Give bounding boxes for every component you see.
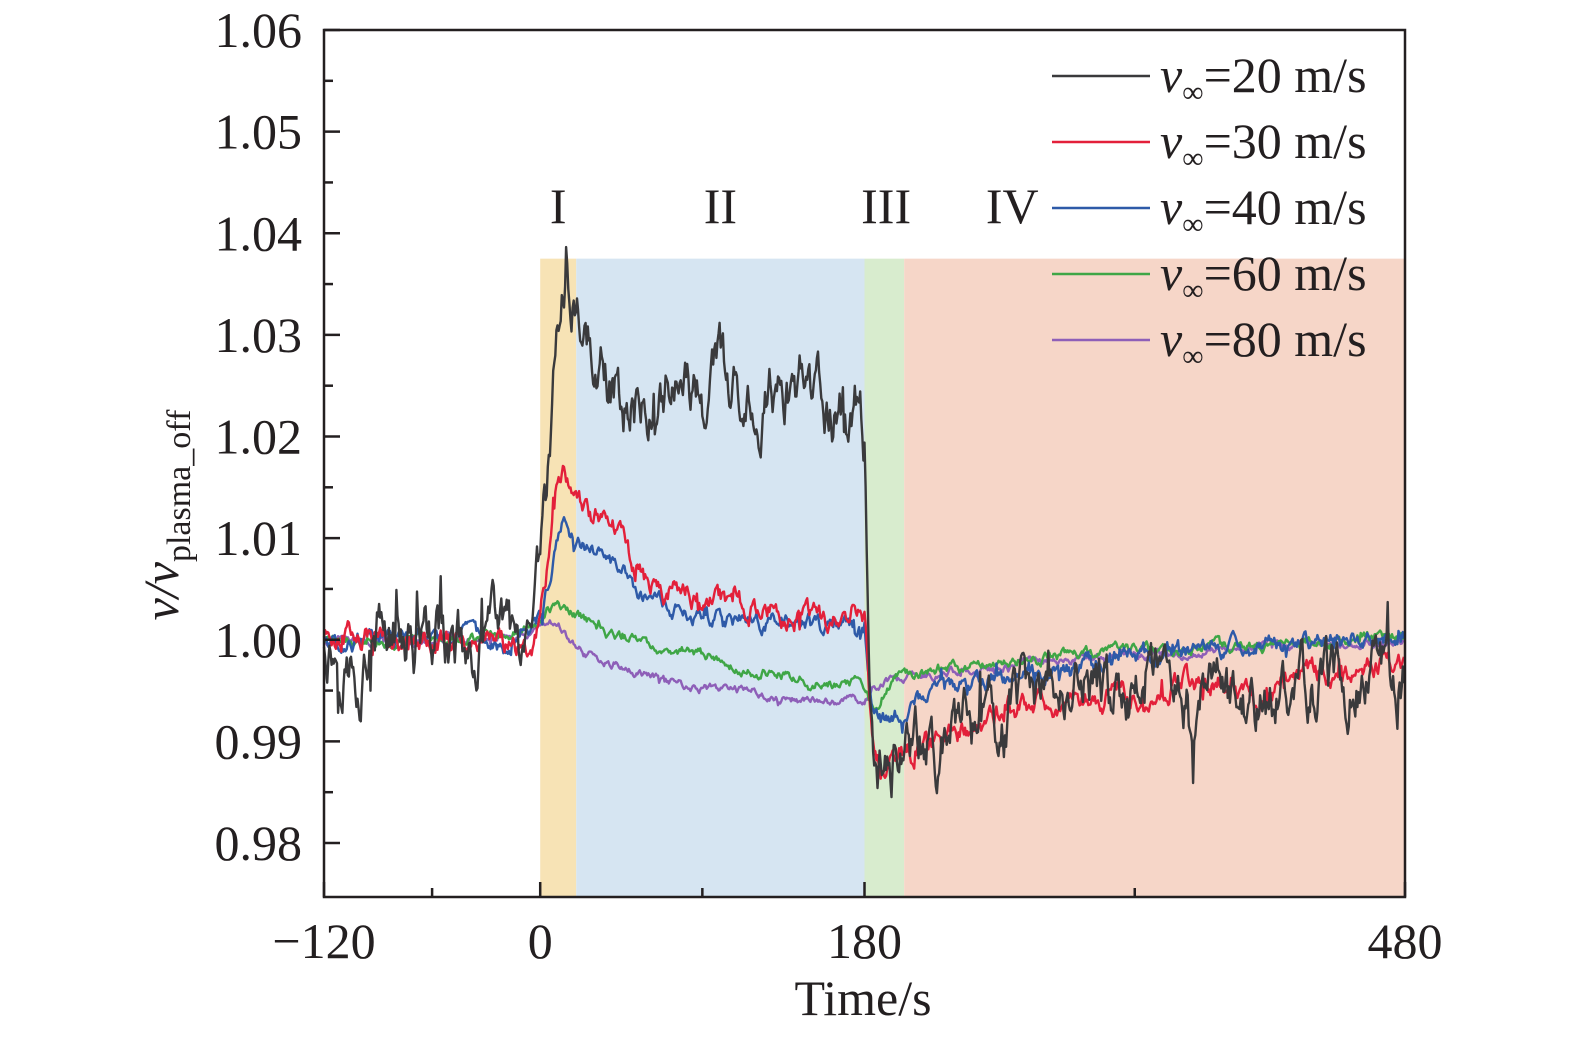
legend-label-2: v∞=30 m/s xyxy=(1160,113,1367,175)
x-tick-label: 480 xyxy=(1368,913,1443,969)
legend-subscript: ∞ xyxy=(1182,142,1203,175)
series-line-1 xyxy=(322,245,1406,799)
legend-value: =80 m/s xyxy=(1204,311,1367,367)
legend-symbol: v xyxy=(1160,245,1183,301)
y-tick-label: 0.99 xyxy=(215,713,303,769)
region-label-2: II xyxy=(704,178,737,234)
y-tick-label: 0.98 xyxy=(215,815,303,871)
series-lines xyxy=(322,245,1406,799)
legend-value: =60 m/s xyxy=(1204,245,1367,301)
region-label-1: I xyxy=(550,178,567,234)
region-4-band xyxy=(904,258,1405,897)
legend: v∞=20 m/sv∞=30 m/sv∞=40 m/sv∞=60 m/sv∞=8… xyxy=(1052,47,1367,373)
region-2-band xyxy=(576,258,865,897)
y-axis-title-main: v/v xyxy=(133,561,189,620)
legend-value: =40 m/s xyxy=(1204,179,1367,235)
legend-label-4: v∞=60 m/s xyxy=(1160,245,1367,307)
legend-subscript: ∞ xyxy=(1182,274,1203,307)
x-tick-label: −120 xyxy=(272,913,375,969)
x-tick-label: 0 xyxy=(528,913,553,969)
legend-label-5: v∞=80 m/s xyxy=(1160,311,1367,373)
y-tick-label: 1.01 xyxy=(215,510,303,566)
y-tick-label: 1.00 xyxy=(215,612,303,668)
x-tick-label: 180 xyxy=(827,913,902,969)
y-tick-label: 1.05 xyxy=(215,104,303,160)
y-tick-label: 1.02 xyxy=(215,409,303,465)
legend-label-1: v∞=20 m/s xyxy=(1160,47,1367,109)
region-3-band xyxy=(864,258,905,897)
legend-symbol: v xyxy=(1160,47,1183,103)
legend-value: =30 m/s xyxy=(1204,113,1367,169)
legend-symbol: v xyxy=(1160,311,1183,367)
y-tick-label: 1.06 xyxy=(215,2,303,58)
legend-symbol: v xyxy=(1160,113,1183,169)
x-axis-ticks: −120 0 180 480 xyxy=(272,882,1443,969)
y-axis-title: v/vplasma_off xyxy=(133,409,198,620)
legend-symbol: v xyxy=(1160,179,1183,235)
y-tick-label: 1.04 xyxy=(215,205,303,261)
region-label-4: IV xyxy=(986,178,1039,234)
region-labels: I II III IV xyxy=(550,178,1039,234)
region-label-3: III xyxy=(861,178,911,234)
y-axis-ticks: 0.98 0.99 1.00 1.01 1.02 1.03 1.04 1.05 1.06 xyxy=(215,2,340,871)
series-line-4 xyxy=(323,600,1406,712)
legend-subscript: ∞ xyxy=(1182,76,1203,109)
y-axis-title-sub: plasma_off xyxy=(161,409,198,562)
y-tick-label: 1.03 xyxy=(215,307,303,363)
legend-value: =20 m/s xyxy=(1204,47,1367,103)
legend-subscript: ∞ xyxy=(1182,208,1203,241)
legend-label-3: v∞=40 m/s xyxy=(1160,179,1367,241)
legend-subscript: ∞ xyxy=(1182,340,1203,373)
x-axis-title: Time/s xyxy=(794,970,931,1026)
